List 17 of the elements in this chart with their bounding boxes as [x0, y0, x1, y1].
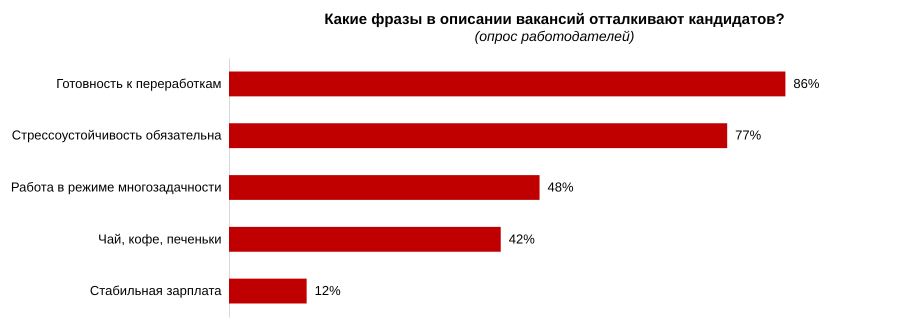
bar: [229, 226, 501, 252]
bar: [229, 278, 307, 304]
y-tick-label: Стабильная зарплата: [90, 283, 222, 298]
chart-title: Какие фразы в описании вакансий отталкивают кандидатов?: [324, 11, 785, 28]
bar: [229, 71, 786, 96]
data-label: 12%: [314, 283, 342, 298]
data-label: 42%: [508, 231, 536, 246]
data-label: 77%: [735, 128, 762, 143]
data-label: 86%: [793, 76, 820, 91]
y-tick-label: Стрессоустойчивость обязательна: [12, 128, 222, 143]
data-label: 48%: [548, 180, 574, 194]
y-tick-label: Работа в режиме многозадачности: [10, 180, 222, 194]
bar: [229, 175, 540, 200]
bar: [229, 123, 728, 148]
y-tick-label: Готовность к переработкам: [56, 76, 222, 91]
chart-subtitle: (опрос работодателей): [474, 28, 634, 44]
y-tick-label: Чай, кофе, печеньки: [98, 231, 222, 246]
